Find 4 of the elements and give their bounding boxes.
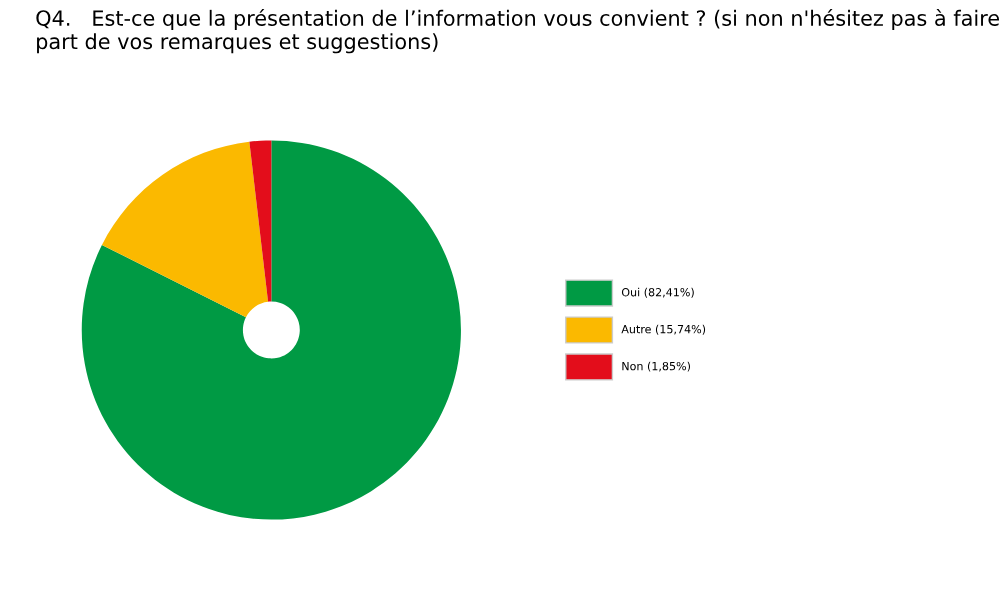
legend-label: Non (1,85%) — [622, 361, 690, 372]
legend-label: Oui (82,41%) — [621, 287, 694, 298]
legend-label: Autre (15,74%) — [621, 324, 706, 335]
chart-title: Q4. Est-ce que la présentation de l’information vous convient ? (si non n'hésitez pas à faire part de vos remarques et suggestions) — [36, 9, 999, 54]
